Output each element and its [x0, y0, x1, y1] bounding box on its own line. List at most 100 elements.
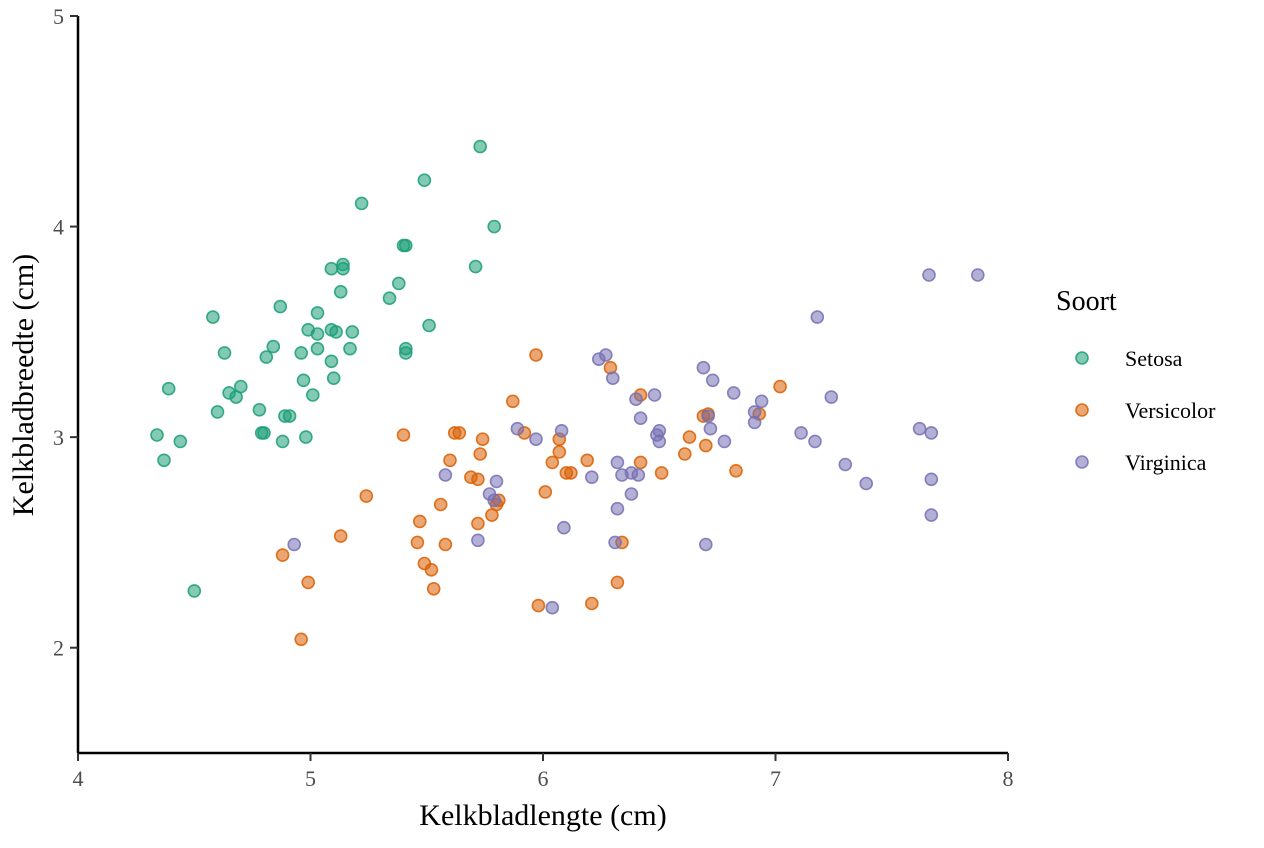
- data-point-setosa: [299, 430, 313, 444]
- data-point-versicolor: [654, 466, 669, 480]
- data-point-virginica: [696, 360, 711, 375]
- data-point-versicolor: [682, 430, 697, 444]
- data-point-versicolor: [475, 432, 490, 447]
- y-tick-label: 5: [53, 4, 64, 29]
- data-point-virginica: [471, 533, 485, 548]
- data-point-virginica: [510, 421, 525, 436]
- data-point-versicolor: [275, 548, 290, 562]
- data-point-setosa: [282, 409, 297, 423]
- data-point-setosa: [354, 196, 369, 211]
- data-point-versicolor: [412, 514, 427, 529]
- data-point-virginica: [598, 348, 613, 362]
- data-point-virginica: [529, 432, 543, 447]
- data-point-versicolor: [410, 535, 425, 550]
- data-point-setosa: [345, 325, 360, 339]
- data-point-setosa: [310, 327, 325, 341]
- data-point-versicolor: [729, 463, 743, 478]
- data-point-virginica: [924, 426, 939, 440]
- legend: Soort Setosa Versicolor Virginica: [1056, 286, 1216, 475]
- data-point-versicolor: [426, 581, 441, 596]
- y-tick-label: 2: [53, 636, 64, 661]
- data-point-setosa: [157, 453, 171, 468]
- data-point-virginica: [489, 474, 504, 489]
- data-point-virginica: [701, 409, 715, 423]
- data-point-setosa: [468, 259, 483, 274]
- data-point-versicolor: [677, 447, 692, 461]
- data-point-versicolor: [359, 489, 374, 503]
- y-axis-title: Kelkbladbreedte (cm): [7, 254, 40, 516]
- data-point-virginica: [922, 268, 936, 282]
- data-point-versicolor: [531, 598, 546, 613]
- data-point-setosa: [259, 350, 274, 364]
- data-point-virginica: [838, 457, 853, 472]
- data-point-setosa: [305, 388, 320, 402]
- data-point-setosa: [266, 339, 281, 354]
- data-point-virginica: [438, 468, 453, 482]
- data-point-versicolor: [580, 453, 595, 468]
- legend-label-setosa: Setosa: [1125, 346, 1183, 371]
- data-point-virginica: [624, 487, 639, 501]
- data-point-virginica: [794, 426, 808, 440]
- data-point-setosa: [173, 434, 188, 449]
- data-point-versicolor: [438, 537, 453, 552]
- data-point-virginica: [754, 394, 769, 409]
- data-point-versicolor: [538, 485, 553, 499]
- data-point-virginica: [554, 423, 569, 438]
- data-point-setosa: [487, 219, 502, 234]
- data-point-setosa: [310, 306, 325, 320]
- legend-title: Soort: [1056, 286, 1117, 317]
- data-point-virginica: [912, 421, 927, 436]
- data-point-setosa: [324, 261, 339, 276]
- data-point-virginica: [608, 535, 622, 550]
- legend-items: Setosa Versicolor Virginica: [1075, 346, 1216, 475]
- data-point-versicolor: [698, 438, 713, 453]
- data-point-versicolor: [473, 447, 488, 461]
- data-point-setosa: [382, 291, 397, 306]
- data-point-virginica: [287, 537, 302, 552]
- data-point-setosa: [234, 379, 248, 394]
- data-point-versicolor: [529, 348, 543, 362]
- data-point-virginica: [633, 411, 648, 426]
- x-axis-title: Kelkbladlengte (cm): [419, 799, 666, 832]
- data-point-setosa: [252, 402, 267, 417]
- x-tick-label: 5: [305, 766, 316, 791]
- data-point-versicolor: [301, 575, 316, 590]
- data-point-setosa: [329, 325, 343, 339]
- data-point-virginica: [545, 600, 560, 615]
- data-point-versicolor: [471, 472, 485, 487]
- data-points: [150, 139, 985, 647]
- data-point-versicolor: [433, 497, 448, 512]
- data-point-virginica: [705, 373, 720, 388]
- data-point-virginica: [970, 268, 985, 282]
- legend-label-versicolor: Versicolor: [1125, 398, 1216, 423]
- data-point-setosa: [187, 584, 202, 598]
- data-point-virginica: [652, 434, 667, 449]
- y-tick-label: 3: [53, 425, 64, 450]
- data-point-versicolor: [471, 516, 485, 531]
- x-tick-label: 4: [73, 766, 84, 791]
- data-point-virginica: [703, 421, 718, 436]
- data-point-virginica: [808, 434, 822, 449]
- data-point-setosa: [324, 354, 339, 369]
- data-point-setosa: [206, 310, 220, 324]
- legend-swatch-virginica: [1075, 455, 1089, 469]
- data-point-versicolor: [294, 632, 309, 647]
- data-point-versicolor: [584, 596, 599, 611]
- data-point-virginica: [610, 455, 625, 470]
- data-point-virginica: [610, 501, 625, 516]
- legend-label-virginica: Virginica: [1125, 450, 1207, 475]
- data-point-virginica: [747, 415, 762, 430]
- data-point-virginica: [824, 390, 839, 404]
- data-point-virginica: [726, 386, 741, 400]
- data-point-virginica: [605, 371, 620, 386]
- x-tick-label: 7: [770, 766, 781, 791]
- data-point-versicolor: [424, 562, 439, 577]
- data-point-versicolor: [610, 575, 625, 590]
- data-point-setosa: [210, 405, 225, 419]
- data-point-virginica: [557, 520, 571, 535]
- data-point-setosa: [417, 173, 432, 187]
- data-point-setosa: [422, 318, 436, 333]
- y-tick-label: 4: [53, 215, 64, 240]
- data-point-versicolor: [452, 426, 467, 440]
